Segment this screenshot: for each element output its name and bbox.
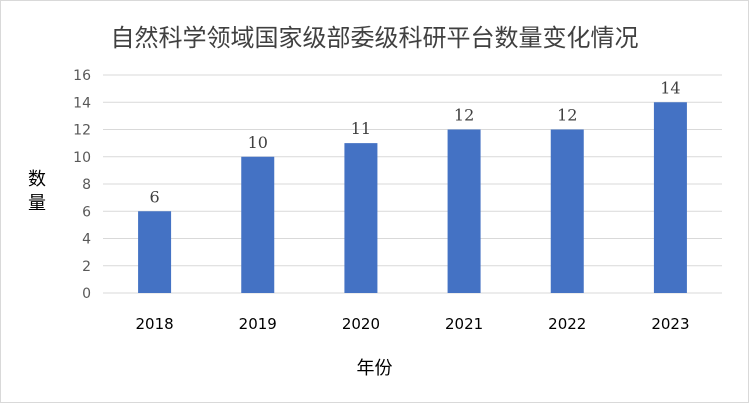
y-tick-label: 8 [82, 177, 91, 193]
x-tick-label: 2018 [135, 315, 173, 333]
bar-2020 [344, 143, 378, 293]
data-label: 14 [660, 78, 680, 97]
y-tick-label: 0 [82, 286, 91, 302]
grid-lines [103, 74, 722, 294]
bar-2019 [241, 156, 275, 293]
y-tick-label: 6 [82, 204, 91, 220]
x-tick-label: 2019 [239, 315, 277, 333]
x-tick-label: 2023 [651, 315, 689, 333]
chart-title: 自然科学领域国家级部委级科研平台数量变化情况 [110, 24, 639, 52]
y-tick-label: 4 [82, 232, 91, 248]
x-tick-label: 2021 [445, 315, 483, 333]
y-tick-label: 2 [82, 259, 91, 275]
y-tick-labels: 0 2 4 6 8 10 12 14 16 [73, 68, 91, 302]
y-tick-label: 14 [73, 95, 91, 111]
bar-2018 [138, 211, 172, 293]
data-label: 10 [248, 133, 268, 152]
y-tick-label: 16 [73, 68, 91, 84]
bar-2022 [550, 129, 584, 293]
x-tick-label: 2020 [342, 315, 380, 333]
bar-2021 [447, 129, 481, 293]
data-label: 6 [149, 187, 159, 206]
data-labels: 6 10 11 12 12 14 [149, 78, 680, 206]
data-label: 11 [351, 119, 371, 138]
x-tick-labels: 2018 2019 2020 2021 2022 2023 [135, 315, 689, 333]
bars [138, 102, 687, 293]
data-label: 12 [454, 106, 474, 125]
bar-2023 [653, 102, 687, 293]
y-tick-label: 12 [73, 123, 91, 139]
x-tick-label: 2022 [548, 315, 586, 333]
y-tick-label: 10 [73, 150, 91, 166]
x-axis-title: 年份 [356, 358, 393, 379]
y-axis-title: 数量 [28, 169, 46, 214]
data-label: 12 [557, 106, 577, 125]
